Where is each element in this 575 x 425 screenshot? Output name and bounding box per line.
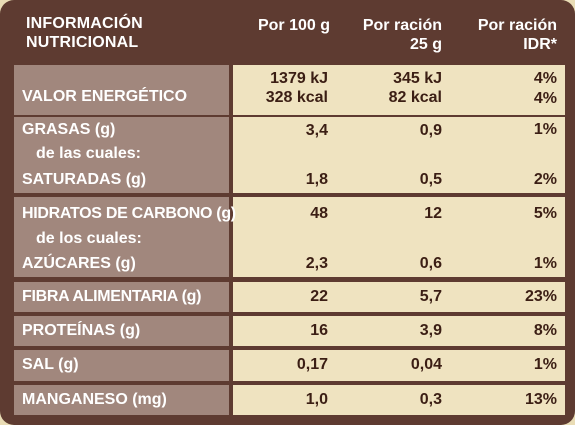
header-title: INFORMACIÓN NUTRICIONAL	[26, 14, 143, 52]
saturated-per100: 1,8	[305, 171, 328, 188]
fat-portion: 0,9	[419, 122, 442, 139]
manganese-label: MANGANESO (mg)	[22, 391, 167, 408]
row-value-bg	[233, 316, 565, 346]
carbs-per100: 48	[310, 205, 328, 222]
energy-label: VALOR ENERGÉTICO	[22, 88, 188, 105]
header-per-100g: Por 100 g	[257, 17, 330, 34]
energy-portion-kj: 345 kJ	[393, 70, 442, 87]
protein-portion: 3,9	[419, 322, 442, 339]
row-label-bg	[14, 197, 229, 277]
salt-idr: 1%	[533, 356, 557, 373]
fiber-label: FIBRA ALIMENTARIA (g)	[22, 288, 202, 305]
row-label-bg	[14, 316, 229, 346]
salt-portion: 0,04	[410, 356, 442, 373]
header-per-portion-line2: 25 g	[409, 36, 442, 53]
manganese-idr: 13%	[524, 391, 557, 408]
header-idr: Por ración IDR*	[465, 16, 557, 54]
carbs-sub: de los cuales:	[36, 230, 142, 247]
table-row-fiber: FIBRA ALIMENTARIA (g) 22 5,7 23%	[0, 282, 575, 312]
header-per-portion-line1: Por ración	[362, 17, 442, 34]
energy-per100-kj: 1379 kJ	[270, 70, 328, 87]
energy-portion-kcal: 82 kcal	[388, 89, 442, 106]
protein-idr: 8%	[533, 322, 557, 339]
saturated-idr: 2%	[533, 171, 557, 188]
row-label-bg	[14, 117, 229, 193]
header-title-line2: NUTRICIONAL	[26, 34, 139, 51]
salt-label: SAL (g)	[22, 356, 79, 373]
fiber-portion: 5,7	[419, 288, 442, 305]
protein-per100: 16	[310, 322, 328, 339]
fat-per100: 3,4	[305, 122, 328, 139]
row-label-bg	[14, 65, 229, 115]
table-row-carbs: HIDRATOS DE CARBONO (g) de los cuales: A…	[0, 197, 575, 277]
energy-idr-kcal: 4%	[533, 90, 557, 107]
table-row-protein: PROTEÍNAS (g) 16 3,9 8%	[0, 316, 575, 346]
manganese-portion: 0,3	[419, 391, 442, 408]
energy-idr-kj: 4%	[533, 70, 557, 87]
sugars-portion: 0,6	[419, 255, 442, 272]
saturated-label: SATURADAS (g)	[22, 171, 147, 188]
carbs-idr: 5%	[533, 205, 557, 222]
row-value-bg	[233, 385, 565, 415]
salt-per100: 0,17	[296, 356, 328, 373]
row-label-bg	[14, 282, 229, 312]
header-title-line1: INFORMACIÓN	[26, 15, 143, 32]
energy-per100-kcal: 328 kcal	[265, 89, 328, 106]
carbs-label: HIDRATOS DE CARBONO (g)	[22, 205, 236, 222]
manganese-per100: 1,0	[305, 391, 328, 408]
sugars-label: AZÚCARES (g)	[22, 255, 136, 272]
table-row-salt: SAL (g) 0,17 0,04 1%	[0, 350, 575, 381]
row-value-bg	[233, 117, 565, 193]
row-label-bg	[14, 350, 229, 381]
saturated-portion: 0,5	[419, 171, 442, 188]
row-value-bg	[233, 65, 565, 115]
fat-label: GRASAS (g)	[22, 121, 116, 138]
table-row-fat: GRASAS (g) de las cuales: SATURADAS (g) …	[0, 117, 575, 193]
table-header: INFORMACIÓN NUTRICIONAL Por 100 g Por ra…	[0, 0, 575, 64]
fiber-per100: 22	[310, 288, 328, 305]
header-per-portion: Por ración 25 g	[360, 16, 442, 54]
carbs-portion: 12	[424, 205, 442, 222]
row-value-bg	[233, 197, 565, 277]
table-row-energy: VALOR ENERGÉTICO 1379 kJ 328 kcal 345 kJ…	[0, 65, 575, 115]
row-label-bg	[14, 385, 229, 415]
fat-idr: 1%	[533, 121, 557, 138]
fat-sub: de las cuales:	[36, 145, 141, 162]
sugars-per100: 2,3	[305, 255, 328, 272]
protein-label: PROTEÍNAS (g)	[22, 322, 141, 339]
sugars-idr: 1%	[533, 255, 557, 272]
table-row-manganese: MANGANESO (mg) 1,0 0,3 13%	[0, 385, 575, 415]
row-value-bg	[233, 282, 565, 312]
header-idr-line2: IDR*	[523, 36, 557, 53]
row-value-bg	[233, 350, 565, 381]
fiber-idr: 23%	[524, 288, 557, 305]
header-idr-line1: Por ración	[477, 17, 557, 34]
